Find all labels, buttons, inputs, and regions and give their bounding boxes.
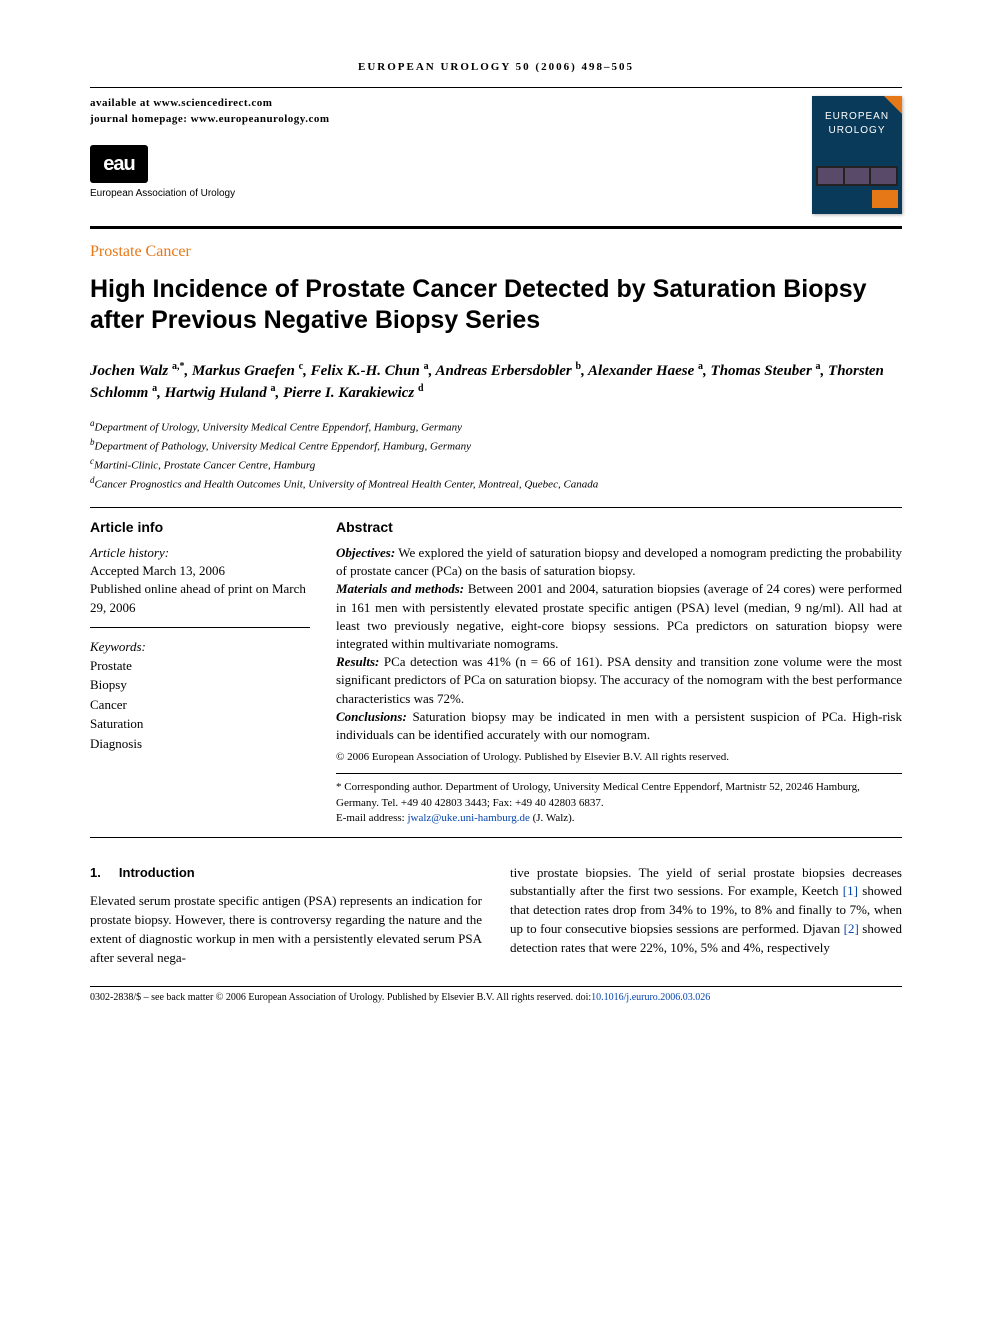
email-tail: (J. Walz).	[530, 812, 575, 824]
cover-ribbon-icon	[884, 96, 902, 114]
keywords-block: Keywords: ProstateBiopsyCancerSaturation…	[90, 638, 310, 754]
society-name: European Association of Urology	[90, 187, 812, 201]
history-text: Accepted March 13, 2006Published online …	[90, 562, 310, 617]
rule	[90, 87, 902, 88]
abstract-copyright: © 2006 European Association of Urology. …	[336, 750, 902, 765]
masthead: available at www.sciencedirect.com journ…	[90, 90, 902, 222]
running-head: EUROPEAN UROLOGY 50 (2006) 498–505	[90, 60, 902, 83]
body-paragraph: Elevated serum prostate specific antigen…	[90, 892, 482, 967]
keyword: Biopsy	[90, 675, 310, 695]
article-history-block: Article history: Accepted March 13, 2006…	[90, 544, 310, 628]
keyword: Cancer	[90, 695, 310, 715]
abstract-column: Abstract Objectives: We explored the yie…	[336, 518, 902, 826]
page-footer: 0302-2838/$ – see back matter © 2006 Eur…	[90, 986, 902, 1005]
email-label: E-mail address:	[336, 812, 407, 824]
keywords-list: ProstateBiopsyCancerSaturationDiagnosis	[90, 656, 310, 754]
section-heading: 1. Introduction	[90, 864, 482, 883]
corresponding-text: * Corresponding author. Department of Ur…	[336, 781, 860, 808]
cover-image-band	[816, 166, 898, 186]
info-abstract-block: Article info Article history: Accepted M…	[90, 507, 902, 837]
keyword: Prostate	[90, 656, 310, 676]
doi-label: doi:	[576, 992, 592, 1003]
corresponding-email-link[interactable]: jwalz@uke.uni-hamburg.de	[407, 812, 529, 824]
article-info-heading: Article info	[90, 518, 310, 538]
section-title: Introduction	[119, 865, 195, 880]
body-column-right: tive prostate biopsies. The yield of ser…	[510, 864, 902, 968]
rule	[90, 226, 902, 229]
journal-cover-thumbnail: EUROPEAN UROLOGY	[812, 96, 902, 214]
masthead-left: available at www.sciencedirect.com journ…	[90, 96, 812, 201]
affiliation-list: aDepartment of Urology, University Medic…	[90, 417, 902, 494]
doi-link[interactable]: 10.1016/j.eururo.2006.03.026	[591, 992, 710, 1003]
keywords-label: Keywords:	[90, 638, 310, 656]
section-number: 1.	[90, 865, 101, 880]
body-columns: 1. Introduction Elevated serum prostate …	[90, 864, 902, 968]
affiliation: aDepartment of Urology, University Medic…	[90, 417, 902, 436]
affiliation: cMartini-Clinic, Prostate Cancer Centre,…	[90, 455, 902, 474]
citation-link[interactable]: [2]	[844, 921, 859, 936]
journal-homepage: journal homepage: www.europeanurology.co…	[90, 112, 812, 127]
cover-accent-block	[872, 190, 898, 208]
article-title: High Incidence of Prostate Cancer Detect…	[90, 274, 902, 337]
affiliation: dCancer Prognostics and Health Outcomes …	[90, 474, 902, 493]
citation-link[interactable]: [1]	[843, 883, 858, 898]
body-paragraph: tive prostate biopsies. The yield of ser…	[510, 864, 902, 958]
page: EUROPEAN UROLOGY 50 (2006) 498–505 avail…	[0, 0, 992, 1045]
footer-copyright: 0302-2838/$ – see back matter © 2006 Eur…	[90, 992, 576, 1003]
article-category: Prostate Cancer	[90, 241, 902, 263]
eau-logo-icon: eau	[90, 145, 148, 183]
corresponding-author: * Corresponding author. Department of Ur…	[336, 773, 902, 826]
author-list: Jochen Walz a,*, Markus Graefen c, Felix…	[90, 360, 902, 403]
keyword: Saturation	[90, 714, 310, 734]
abstract-heading: Abstract	[336, 518, 902, 538]
history-label: Article history:	[90, 544, 310, 562]
body-column-left: 1. Introduction Elevated serum prostate …	[90, 864, 482, 968]
abstract-body: Objectives: We explored the yield of sat…	[336, 544, 902, 744]
available-at: available at www.sciencedirect.com	[90, 96, 812, 111]
affiliation: bDepartment of Pathology, University Med…	[90, 436, 902, 455]
keyword: Diagnosis	[90, 734, 310, 754]
society-logo-row: eau	[90, 145, 812, 183]
article-info-column: Article info Article history: Accepted M…	[90, 518, 310, 826]
